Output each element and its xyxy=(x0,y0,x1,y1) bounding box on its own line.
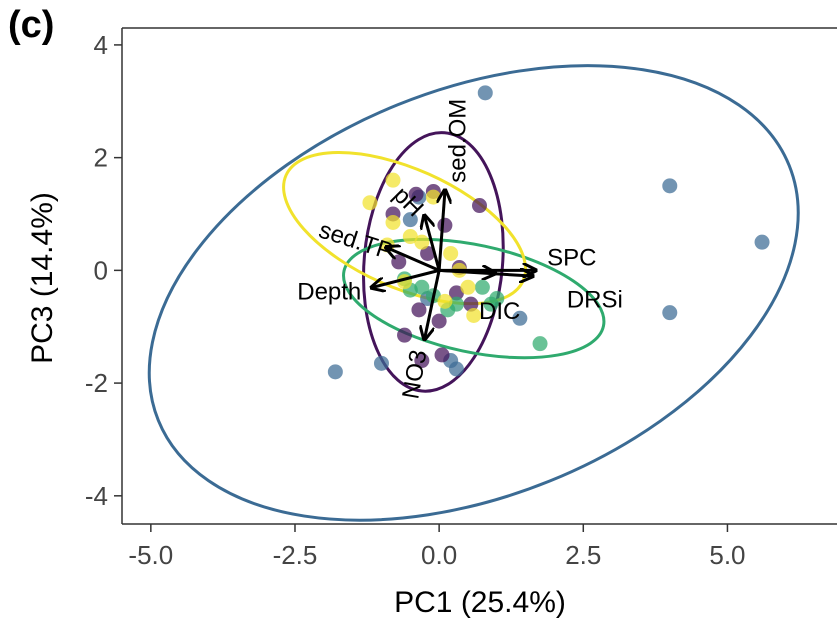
data-point-series-1 xyxy=(434,347,450,363)
y-tick-label: -2 xyxy=(85,368,108,398)
x-axis-title: PC1 (25.4%) xyxy=(394,586,566,619)
confidence-ellipse-1 xyxy=(362,131,505,393)
data-point-series-1 xyxy=(437,217,453,233)
vector-label-no3: NO3 xyxy=(397,348,432,401)
data-point-series-3 xyxy=(443,245,459,261)
data-point-series-3 xyxy=(402,229,418,245)
data-point-series-3 xyxy=(385,214,401,230)
data-point-series-0 xyxy=(402,212,418,228)
x-axis: -5.0 -2.5 0.0 2.5 5.0 xyxy=(122,523,837,570)
y-axis-title: PC3 (14.4%) xyxy=(26,192,59,364)
data-point-series-0 xyxy=(448,361,464,377)
vector-label-depth: Depth xyxy=(297,278,361,305)
data-point-series-0 xyxy=(373,355,389,371)
y-tick-label: 2 xyxy=(94,143,108,173)
data-point-series-0 xyxy=(662,305,678,321)
loading-vector-sed-tp xyxy=(387,248,440,272)
data-point-series-3 xyxy=(385,172,401,188)
data-point-series-2 xyxy=(474,279,490,295)
data-point-series-1 xyxy=(397,327,413,343)
data-point-series-0 xyxy=(662,178,678,194)
confidence-ellipse-0 xyxy=(147,64,800,522)
data-point-series-1 xyxy=(431,313,447,329)
data-point-series-0 xyxy=(327,364,343,380)
y-tick-label: 4 xyxy=(94,30,108,60)
data-point-series-1 xyxy=(411,302,427,318)
data-point-series-1 xyxy=(408,186,424,202)
y-axis: -4 -2 0 2 4 xyxy=(85,28,123,524)
data-point-series-3 xyxy=(437,293,453,309)
loading-vector-drsi xyxy=(439,270,531,276)
vector-label-sed-tp: sed.TP xyxy=(316,216,397,265)
vector-label-spc: SPC xyxy=(547,244,596,271)
y-tick-label: 0 xyxy=(94,255,108,285)
confidence-ellipse-2 xyxy=(342,237,606,360)
x-tick-label: -5.0 xyxy=(128,540,173,570)
vector-label-sed-om: sed.OM xyxy=(445,99,472,183)
x-tick-label: 2.5 xyxy=(565,540,601,570)
data-point-series-0 xyxy=(477,85,493,101)
vector-label-drsi: DRSi xyxy=(567,287,623,314)
data-point-series-1 xyxy=(448,285,464,301)
loading-vector-ph xyxy=(425,217,441,271)
data-point-series-3 xyxy=(466,307,482,323)
loading-vector-no3 xyxy=(425,270,441,338)
vector-label-dic: DIC xyxy=(479,298,520,325)
data-point-series-0 xyxy=(754,234,770,250)
y-tick-label: -4 xyxy=(85,481,108,511)
data-point-series-1 xyxy=(414,353,430,369)
data-point-series-2 xyxy=(483,296,499,312)
data-point-series-2 xyxy=(414,279,430,295)
data-point-series-1 xyxy=(463,296,479,312)
loading-vector-depth xyxy=(373,268,440,287)
data-point-series-3 xyxy=(362,195,378,211)
data-point-series-2 xyxy=(532,336,548,352)
x-tick-label: -2.5 xyxy=(273,540,318,570)
x-tick-label: 5.0 xyxy=(709,540,745,570)
panel-label: (c) xyxy=(8,4,55,46)
data-point-series-1 xyxy=(420,245,436,261)
data-point-series-3 xyxy=(460,279,476,295)
data-point-series-1 xyxy=(472,198,487,214)
data-point-series-0 xyxy=(512,310,528,326)
data-point-series-3 xyxy=(414,234,430,250)
x-tick-label: 0.0 xyxy=(421,540,457,570)
loading-vector-sed-om xyxy=(439,191,445,271)
